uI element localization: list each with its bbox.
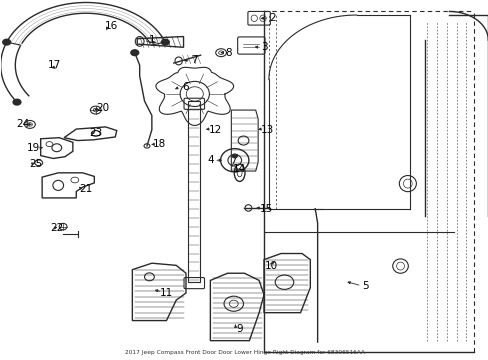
Circle shape — [3, 39, 11, 45]
Text: 10: 10 — [264, 261, 277, 271]
Text: 23: 23 — [89, 129, 102, 138]
Text: 24: 24 — [16, 120, 29, 129]
Text: 16: 16 — [105, 21, 118, 31]
Text: 11: 11 — [160, 288, 173, 298]
Text: 3: 3 — [260, 42, 267, 52]
Text: 4: 4 — [206, 155, 213, 165]
Text: 22: 22 — [50, 224, 63, 233]
Text: 17: 17 — [48, 60, 61, 70]
Text: 14: 14 — [232, 164, 246, 174]
Text: 1: 1 — [148, 35, 155, 45]
Text: 2017 Jeep Compass Front Door Door Lower Hinge Right Diagram for 68306516AA: 2017 Jeep Compass Front Door Door Lower … — [124, 350, 364, 355]
Text: 21: 21 — [79, 184, 92, 194]
Text: 13: 13 — [261, 125, 274, 135]
Text: 19: 19 — [27, 143, 40, 153]
Text: 2: 2 — [269, 13, 276, 23]
Text: 12: 12 — [208, 125, 222, 135]
Circle shape — [131, 50, 139, 55]
Text: 5: 5 — [362, 281, 368, 291]
Text: 15: 15 — [259, 204, 272, 214]
Text: 20: 20 — [96, 103, 109, 113]
Circle shape — [161, 39, 169, 45]
Circle shape — [13, 99, 21, 105]
Text: 25: 25 — [29, 159, 42, 169]
Text: 6: 6 — [183, 82, 189, 92]
Ellipse shape — [232, 154, 237, 158]
Text: 7: 7 — [191, 55, 198, 65]
Text: 8: 8 — [224, 48, 231, 58]
Text: 9: 9 — [236, 324, 243, 334]
Text: 18: 18 — [152, 139, 165, 149]
